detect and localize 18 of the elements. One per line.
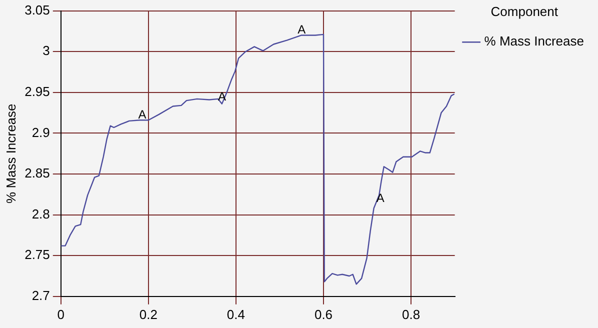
y-tick-label: 2.7 [32, 288, 50, 303]
y-axis-title: % Mass Increase [3, 104, 18, 204]
annotation: A [298, 22, 306, 37]
x-tick-label: 0.8 [402, 306, 420, 322]
x-tick-label: 0.6 [314, 306, 333, 322]
y-tick-label: 2.9 [32, 124, 50, 140]
y-tick-label: 3.05 [24, 2, 50, 18]
x-tick-label: 0.4 [226, 306, 246, 322]
x-tick-label: 0.2 [139, 306, 158, 322]
y-tick-label: 2.95 [24, 84, 50, 99]
y-tick-label: 2.85 [24, 166, 50, 181]
legend-title: Component [490, 4, 558, 20]
y-tick-label: 2.8 [32, 206, 50, 222]
y-tick-label: 3 [42, 43, 50, 58]
y-tick-label: 2.75 [24, 247, 50, 262]
x-tick-label: 0 [57, 306, 65, 322]
legend-label: % Mass Increase [484, 34, 584, 49]
annotation: A [138, 108, 146, 122]
